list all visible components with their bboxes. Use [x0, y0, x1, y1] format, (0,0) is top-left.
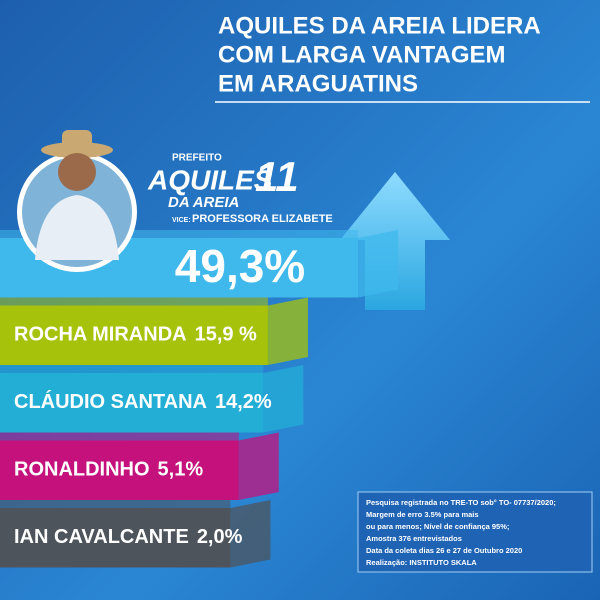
- bar: [0, 373, 264, 433]
- bar-side: [230, 500, 271, 568]
- logo-vice-label: VICE:: [172, 217, 191, 224]
- note: Pesquisa registrada no TRE-TO sob° TO- 0…: [366, 498, 556, 567]
- bar: [0, 440, 239, 500]
- bar-side: [267, 297, 308, 365]
- logo: PREFEITO AQUILES DA AREIA 11 VICE: PROFE…: [147, 153, 333, 225]
- logo-name: AQUILES: [147, 164, 273, 195]
- value-label: 5,1%: [158, 459, 204, 481]
- bar-top: [0, 297, 268, 306]
- value-label: 14,2%: [215, 391, 272, 413]
- bar-side: [358, 230, 399, 298]
- value-label: 15,9 %: [195, 324, 257, 346]
- category-label: IAN CAVALCANTE: [14, 526, 189, 548]
- note-line: Pesquisa registrada no TRE-TO sob° TO- 0…: [366, 498, 556, 507]
- value-label: 49,3%: [175, 240, 305, 292]
- face: [58, 153, 96, 191]
- category-label: RONALDINHO: [14, 459, 150, 481]
- logo-vice: PROFESSORA ELIZABETE: [192, 213, 333, 225]
- note-line: Amostra 376 entrevistados: [366, 534, 462, 543]
- shirt: [35, 195, 119, 260]
- category-label: CLÁUDIO SANTANA: [14, 390, 207, 413]
- bar-top: [0, 230, 359, 238]
- category-label: ROCHA MIRANDA: [14, 324, 187, 346]
- bar-side: [263, 365, 304, 433]
- hat-crown: [62, 130, 92, 150]
- logo-prefix: PREFEITO: [172, 153, 222, 164]
- note-line: Realização: INSTITUTO SKALA: [366, 558, 477, 567]
- bar-side: [238, 432, 279, 500]
- logo-surname: DA AREIA: [168, 194, 239, 211]
- bars: 49,3% ROCHA MIRANDA 15,9 % CLÁUDIO SANTANA 1…: [0, 230, 399, 568]
- logo-number: 11: [255, 153, 299, 200]
- bar: [0, 305, 268, 365]
- note-line: ou para menos; Nível de confiança 95%;: [366, 522, 509, 531]
- bar-top: [0, 500, 231, 508]
- title-line: COM LARGA VANTAGEM: [218, 41, 506, 68]
- title-line: EM ARAGUATINS: [218, 70, 418, 97]
- note-box: [357, 491, 593, 573]
- value-label: 2,0%: [197, 526, 243, 548]
- note-line: Data da coleta dias 26 e 27 de Outubro 2…: [366, 546, 522, 555]
- bar-top: [0, 365, 264, 373]
- bar: [0, 508, 231, 568]
- note-line: Margem de erro 3.5% para mais: [366, 510, 479, 519]
- title-line: AQUILES DA AREIA LIDERA: [218, 12, 541, 39]
- bar-top: [0, 432, 239, 441]
